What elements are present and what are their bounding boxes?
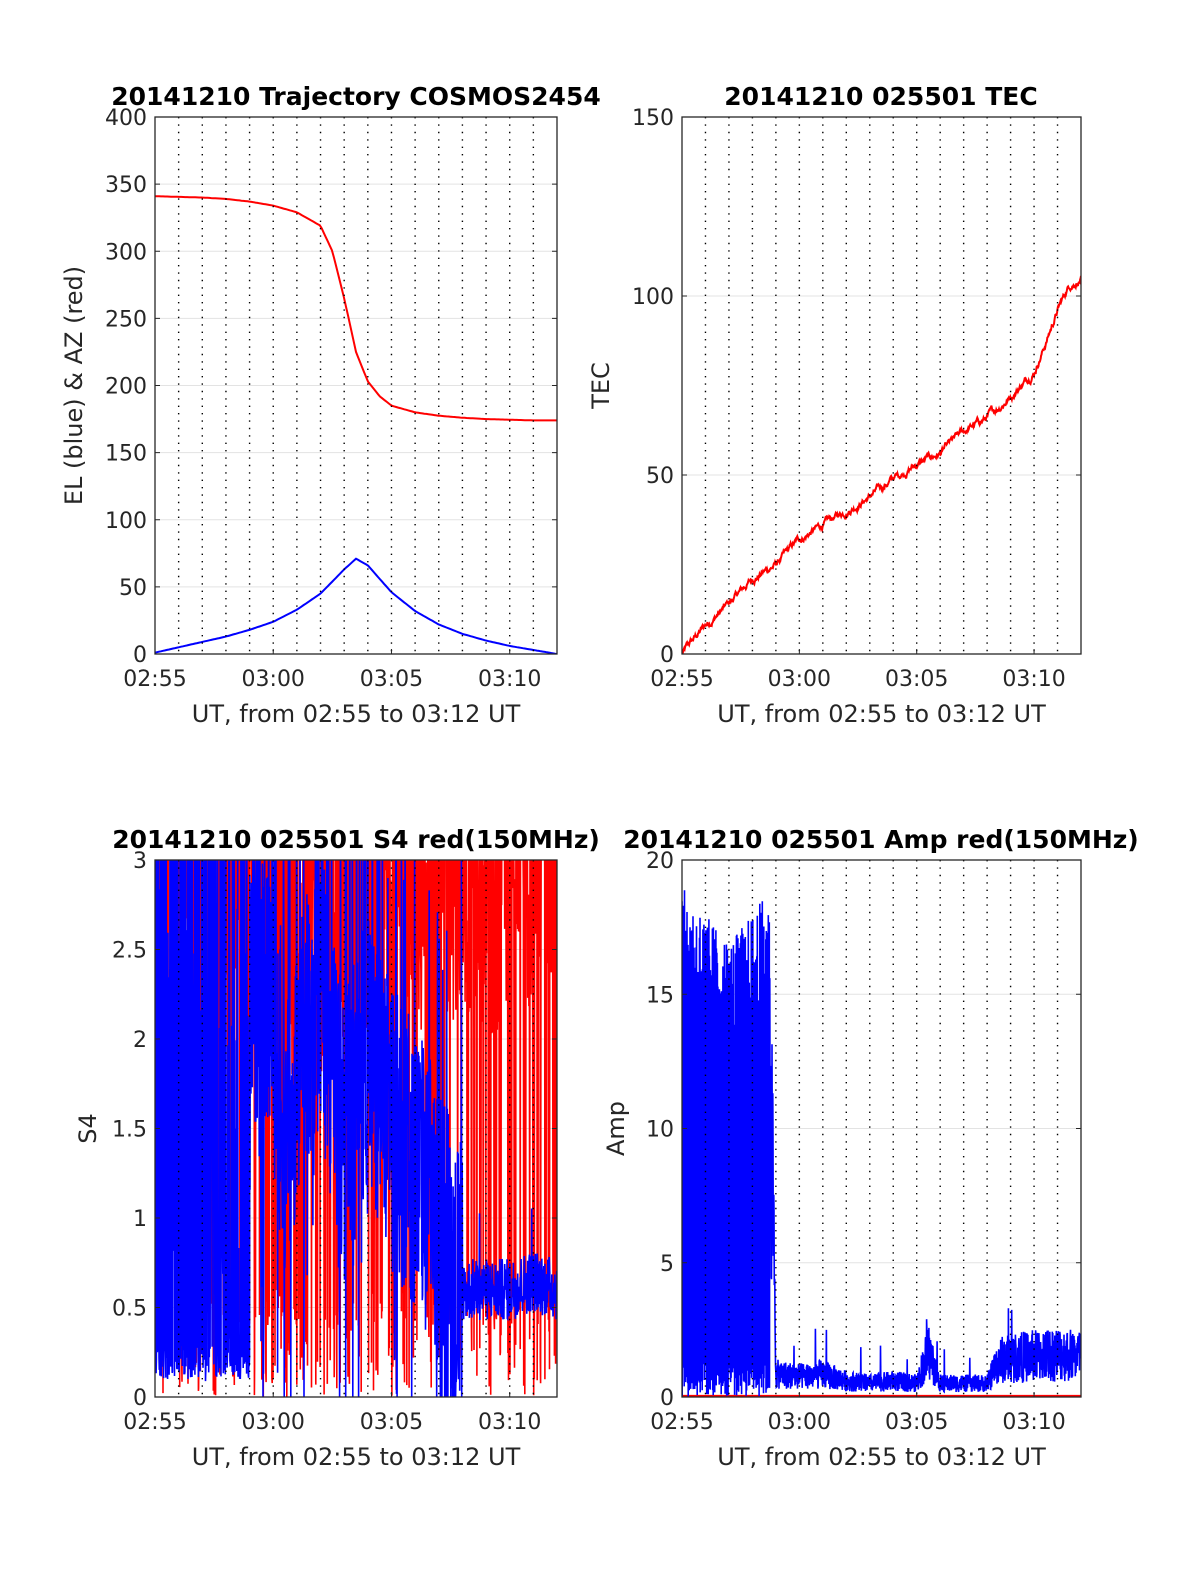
ytick-label: 200 <box>105 375 147 400</box>
series-group <box>155 195 557 654</box>
xtick-label: 03:00 <box>242 1410 305 1435</box>
series-line <box>155 557 557 654</box>
ytick-label: 20 <box>646 849 674 874</box>
chart-2: 0 50 100 150 02:55 03:00 03:05 03:10 UT, from 02… <box>587 82 1082 728</box>
xtick-label: 03:10 <box>478 1410 541 1435</box>
xtick-label: 03:05 <box>360 667 423 692</box>
ytick-label: 15 <box>646 983 674 1008</box>
ytick-label: 0 <box>660 1386 674 1411</box>
xtick-label: 03:05 <box>885 667 948 692</box>
ytick-label: 100 <box>632 285 674 310</box>
x-axis-label: UT, from 02:55 to 03:12 UT <box>192 700 521 728</box>
chart-title: 20141210 025501 Amp red(150MHz) <box>623 825 1139 854</box>
series-line <box>155 860 557 1397</box>
ytick-label: 0 <box>133 643 147 668</box>
ytick-label: 250 <box>105 307 147 332</box>
xtick-label: 03:00 <box>768 1410 831 1435</box>
ytick-label: 10 <box>646 1118 674 1143</box>
ytick-label: 1 <box>133 1207 147 1232</box>
ytick-label: 150 <box>632 106 674 131</box>
ytick-label: 50 <box>646 464 674 489</box>
x-axis-label: UT, from 02:55 to 03:12 UT <box>192 1443 521 1471</box>
ytick-label: 1.5 <box>112 1118 147 1143</box>
xtick-label: 02:55 <box>123 667 186 692</box>
ytick-label: 150 <box>105 442 147 467</box>
series-group <box>682 890 1081 1397</box>
series-group <box>682 275 1081 654</box>
chart-title: 20141210 Trajectory COSMOS2454 <box>111 82 601 111</box>
xtick-label: 02:55 <box>123 1410 186 1435</box>
ytick-label: 3 <box>133 849 147 874</box>
y-axis-label: TEC <box>587 362 615 410</box>
ytick-label: 2.5 <box>112 939 147 964</box>
chart-3: 0 0.5 1 1.5 2 2.5 3 02:55 03:00 03:05 03:10 UT, fro… <box>74 825 600 1471</box>
series-line <box>155 195 557 422</box>
ytick-label: 100 <box>105 509 147 534</box>
chart-1: 0 50 100 150 200 250 300 350 400 02:55 03:00 03:05 0… <box>60 82 601 728</box>
y-axis-label: EL (blue) & AZ (red) <box>60 266 88 505</box>
xtick-label: 03:10 <box>1002 1410 1065 1435</box>
xtick-label: 02:55 <box>650 667 713 692</box>
ytick-label: 2 <box>133 1028 147 1053</box>
x-axis-label: UT, from 02:55 to 03:12 UT <box>717 700 1046 728</box>
xtick-label: 03:05 <box>885 1410 948 1435</box>
series-line <box>682 275 1081 654</box>
y-axis-label: Amp <box>602 1101 630 1156</box>
x-axis-label: UT, from 02:55 to 03:12 UT <box>717 1443 1046 1471</box>
ytick-label: 0.5 <box>112 1297 147 1322</box>
xtick-label: 03:00 <box>242 667 305 692</box>
xtick-label: 03:10 <box>1002 667 1065 692</box>
ytick-label: 350 <box>105 173 147 198</box>
chart-title: 20141210 025501 TEC <box>724 82 1037 111</box>
ytick-label: 0 <box>660 643 674 668</box>
chart-title: 20141210 025501 S4 red(150MHz) <box>112 825 600 854</box>
chart-4: 0 5 10 15 20 02:55 03:00 03:05 03:10 UT, from 02:… <box>602 825 1139 1471</box>
xtick-label: 02:55 <box>650 1410 713 1435</box>
axes-box <box>681 116 1082 655</box>
ytick-label: 400 <box>105 106 147 131</box>
xtick-label: 03:00 <box>768 667 831 692</box>
series-group <box>155 860 557 1397</box>
xtick-label: 03:10 <box>478 667 541 692</box>
ytick-label: 0 <box>133 1386 147 1411</box>
ytick-label: 300 <box>105 240 147 265</box>
ytick-label: 5 <box>660 1252 674 1277</box>
xtick-label: 03:05 <box>360 1410 423 1435</box>
ytick-label: 50 <box>119 576 147 601</box>
series-line <box>682 890 1081 1397</box>
y-axis-label: S4 <box>74 1113 102 1144</box>
